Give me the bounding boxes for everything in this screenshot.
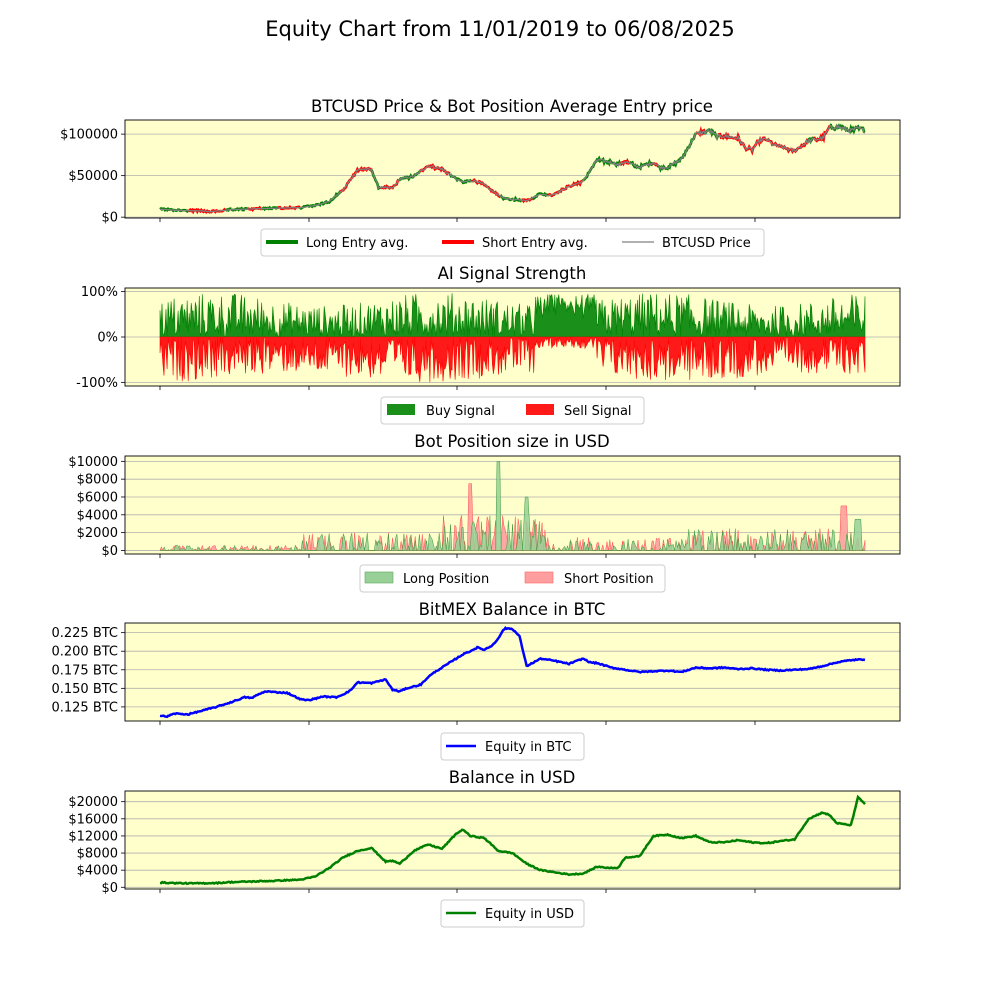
usd-balance-panel-title: Balance in USD — [449, 768, 576, 787]
buy-signal-area — [159, 293, 866, 338]
usd-balance-plot-area — [125, 791, 900, 889]
y-tick-label: $10000 — [68, 455, 118, 470]
long-position-area — [159, 461, 866, 552]
legend-short-entry: Short Entry avg. — [482, 236, 588, 251]
price-plot-area — [125, 120, 900, 218]
price-legend: Long Entry avg. Short Entry avg. BTCUSD … — [260, 228, 765, 257]
legend-equity-btc: Equity in BTC — [485, 740, 571, 755]
y-tick-label: $0 — [101, 881, 118, 896]
figure-title: Equity Chart from 11/01/2019 to 06/08/20… — [265, 17, 735, 41]
legend-equity-usd: Equity in USD — [485, 907, 574, 922]
usd-balance-panel: Balance in USD $0 $4000 $8000 $12000 $16000 $… — [68, 768, 901, 896]
btcusd-price-line — [159, 123, 866, 213]
y-tick-label: $4000 — [77, 508, 118, 523]
y-tick-label: 0.150 BTC — [51, 682, 118, 697]
price-axes-frame — [124, 119, 901, 219]
y-tick-label: $6000 — [77, 490, 118, 505]
position-axes-frame — [124, 455, 901, 555]
legend-buy: Buy Signal — [426, 404, 495, 419]
legend-frame — [440, 899, 585, 928]
signal-legend: Buy Signal Sell Signal — [380, 396, 645, 425]
btc-balance-plot-area — [125, 623, 900, 721]
price-panel-title: BTCUSD Price & Bot Position Average Entr… — [311, 97, 713, 116]
y-tick-label: -100% — [76, 376, 118, 391]
usd-legend: Equity in USD — [440, 899, 585, 928]
legend-long-position-swatch — [364, 571, 394, 584]
sell-signal-area — [159, 336, 866, 383]
signal-axes-frame — [124, 287, 901, 387]
usd-balance-axes-frame — [124, 790, 901, 890]
y-tick-label: $16000 — [68, 812, 118, 827]
btc-balance-panel-title: BitMEX Balance in BTC — [419, 600, 606, 619]
position-legend: Long Position Short Position — [359, 564, 666, 593]
equity-btc-line — [159, 626, 866, 719]
y-tick-label: $8000 — [77, 847, 118, 862]
y-tick-label: $20000 — [68, 795, 118, 810]
y-tick-label: 0% — [97, 331, 118, 346]
signal-panel-title: AI Signal Strength — [438, 264, 587, 283]
legend-long-position: Long Position — [403, 572, 489, 587]
y-tick-label: $2000 — [77, 526, 118, 541]
legend-sell-swatch — [526, 404, 554, 415]
legend-sell: Sell Signal — [564, 404, 632, 419]
y-tick-label: $12000 — [68, 829, 118, 844]
legend-price: BTCUSD Price — [662, 236, 751, 251]
y-tick-label: 0.200 BTC — [51, 645, 118, 660]
legend-frame — [440, 732, 585, 761]
y-tick-label: $50000 — [68, 169, 118, 184]
signal-panel: AI Signal Strength -100% 0% 100% — [76, 264, 901, 391]
btc-balance-panel: BitMEX Balance in BTC 0.125 BTC 0.150 BTC… — [51, 600, 901, 725]
legend-frame — [359, 564, 666, 593]
price-panel: BTCUSD Price & Bot Position Average Entr… — [60, 97, 901, 226]
y-tick-label: $8000 — [77, 473, 118, 488]
equity-usd-line — [159, 794, 866, 886]
y-tick-label: $0 — [101, 211, 118, 226]
legend-long-entry: Long Entry avg. — [306, 236, 408, 251]
y-tick-label: 0.125 BTC — [51, 700, 118, 715]
legend-frame — [260, 228, 765, 257]
y-tick-label: 0.175 BTC — [51, 663, 118, 678]
y-tick-label: $4000 — [77, 864, 118, 879]
btc-legend: Equity in BTC — [440, 732, 585, 761]
legend-frame — [380, 396, 645, 425]
position-panel-title: Bot Position size in USD — [414, 432, 609, 451]
y-tick-label: $0 — [101, 544, 118, 559]
legend-short-position-swatch — [524, 571, 554, 584]
position-panel: Bot Position size in USD $0 $2000 $4000 $60… — [68, 432, 901, 559]
y-tick-label: 0.225 BTC — [51, 626, 118, 641]
y-tick-label: 100% — [81, 285, 118, 300]
legend-short-position: Short Position — [564, 572, 654, 587]
y-tick-label: $100000 — [60, 128, 118, 143]
btc-balance-axes-frame — [124, 622, 901, 722]
legend-buy-swatch — [387, 404, 415, 415]
